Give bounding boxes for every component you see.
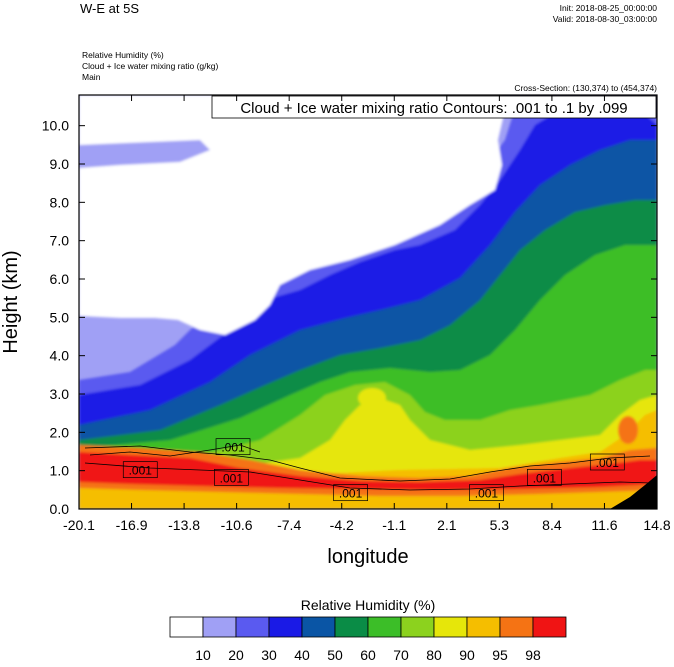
colorbar-label: 20 — [228, 647, 244, 663]
x-tick-label: -16.9 — [116, 517, 148, 533]
contour-line — [89, 444, 261, 457]
rh-blob-90 — [358, 388, 386, 408]
y-tick-label: 3.0 — [50, 386, 70, 402]
y-tick-label: 1.0 — [50, 463, 70, 479]
colorbar-swatch — [466, 616, 501, 638]
y-tick-label: 4.0 — [50, 348, 70, 364]
colorbar-swatch — [367, 616, 402, 638]
contour-info-box — [211, 95, 657, 119]
colorbar-swatch — [433, 616, 468, 638]
x-tick-label: -7.4 — [277, 517, 301, 533]
contour-label: .001 — [339, 487, 363, 501]
contour-label-box — [215, 438, 251, 456]
colorbar-label: 95 — [492, 647, 508, 663]
colorbar-swatch — [301, 616, 336, 638]
colorbar-label: 10 — [195, 647, 211, 663]
rh-band-red — [79, 452, 657, 490]
y-tick-label: 6.0 — [50, 271, 70, 287]
colorbar-swatch — [499, 616, 534, 638]
contour-line — [84, 462, 653, 491]
x-tick-label: -20.1 — [63, 517, 95, 533]
colorbar-swatch — [334, 616, 369, 638]
colorbar-label: 90 — [459, 647, 475, 663]
valid-time: Valid: 2018-08-30_03:00:00 — [553, 14, 658, 24]
x-tick-label: -4.2 — [330, 517, 354, 533]
colorbar-label: 80 — [426, 647, 442, 663]
colorbar-label: 98 — [525, 647, 541, 663]
y-tick-label: 9.0 — [50, 156, 70, 172]
colorbar-swatch — [202, 616, 237, 638]
colorbar-title: Relative Humidity (%) — [301, 597, 436, 613]
contour-label: .001 — [596, 456, 620, 470]
colorbar-swatch — [169, 616, 204, 638]
colorbar-label: 70 — [393, 647, 409, 663]
colorbar-label: 60 — [360, 647, 376, 663]
y-tick-label: 10.0 — [42, 118, 69, 134]
terrain — [610, 475, 657, 509]
x-tick-label: 2.1 — [437, 517, 457, 533]
field-label-cloud: Cloud + Ice water mixing ratio (g/kg) — [82, 61, 218, 71]
y-tick-label: 2.0 — [50, 424, 70, 440]
colorbar-label: 50 — [327, 647, 343, 663]
field-label-rh: Relative Humidity (%) — [82, 50, 164, 60]
contour-label-box — [527, 468, 562, 486]
y-tick-label: 0.0 — [50, 501, 70, 517]
contour-label: .001 — [220, 471, 244, 485]
colorbar-swatch — [400, 616, 435, 638]
rh-band-20-strip — [79, 140, 210, 168]
colorbar-swatch — [532, 616, 567, 638]
contour-label: .001 — [533, 471, 557, 485]
x-tick-label: 14.8 — [643, 517, 670, 533]
contour-label-box — [122, 461, 158, 479]
contour-label: .001 — [475, 487, 499, 501]
cross-section-label: Cross-Section: (130,374) to (454,374) — [514, 83, 657, 93]
colorbar: 10 20 30 40 50 60 70 80 90 95 98 — [169, 616, 567, 663]
contour-info-text: Cloud + Ice water mixing ratio Contours:… — [240, 100, 627, 117]
contour-labels: .001 .001 .001 .001 .001 .001 .001 — [122, 438, 625, 502]
x-axis-label: longitude — [327, 546, 408, 568]
x-tick-label: -13.8 — [168, 517, 200, 533]
y-tick-label: 5.0 — [50, 309, 70, 325]
contour-label-box — [214, 468, 249, 486]
contour-label-box — [333, 484, 368, 502]
y-axis: 0.0 1.0 2.0 3.0 4.0 5.0 6.0 7.0 8.0 9.0 10.0 — [42, 118, 657, 517]
chart-title: W-E at 5S — [80, 1, 139, 16]
x-axis: -20.1 -16.9 -13.8 -10.6 -7.4 -4.2 -1.1 2.1 5.3 8.… — [63, 95, 671, 533]
colorbar-swatch — [268, 616, 303, 638]
cloud-contours — [84, 444, 653, 491]
field-label-main: Main — [82, 72, 101, 82]
contour-label: .001 — [129, 464, 153, 478]
rh-blob-95 — [618, 416, 638, 444]
colorbar-label: 30 — [261, 647, 277, 663]
x-tick-label: 8.4 — [542, 517, 562, 533]
x-tick-label: 5.3 — [490, 517, 510, 533]
contour-label-box — [469, 484, 504, 502]
colorbar-swatch — [235, 616, 270, 638]
y-axis-label: Height (km) — [0, 250, 22, 353]
y-tick-label: 8.0 — [50, 194, 70, 210]
init-time: Init: 2018-08-25_00:00:00 — [560, 3, 658, 13]
contour-label-box — [589, 453, 625, 471]
x-tick-label: -1.1 — [382, 517, 406, 533]
plot-frame — [78, 94, 658, 510]
x-tick-label: -10.6 — [221, 517, 253, 533]
rh-field — [79, 95, 657, 509]
contour-line — [84, 445, 651, 482]
y-tick-label: 7.0 — [50, 233, 70, 249]
x-tick-label: 11.6 — [591, 517, 617, 533]
contour-label: .001 — [221, 441, 245, 455]
colorbar-label: 40 — [294, 647, 310, 663]
